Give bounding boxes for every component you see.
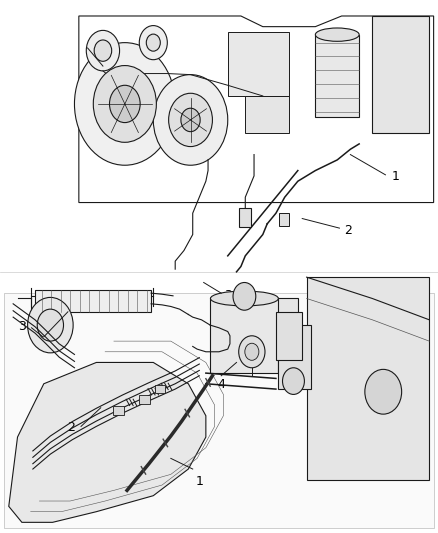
Text: 1: 1 — [195, 475, 203, 488]
Circle shape — [245, 343, 259, 360]
Polygon shape — [9, 362, 206, 522]
Circle shape — [239, 336, 265, 368]
Circle shape — [37, 309, 64, 341]
Circle shape — [283, 368, 304, 394]
Circle shape — [28, 297, 73, 353]
Circle shape — [169, 93, 212, 147]
Bar — [239, 208, 251, 227]
Circle shape — [146, 34, 160, 51]
Bar — [237, 298, 298, 362]
Bar — [155, 385, 165, 393]
Text: 1: 1 — [392, 171, 400, 183]
Bar — [278, 325, 311, 389]
Circle shape — [74, 43, 175, 165]
Bar — [315, 35, 359, 117]
Bar — [276, 312, 302, 360]
Circle shape — [153, 75, 228, 165]
Bar — [228, 32, 289, 96]
Ellipse shape — [211, 291, 279, 306]
Circle shape — [93, 66, 156, 142]
Text: 3: 3 — [18, 320, 26, 333]
Bar — [35, 290, 151, 312]
Bar — [4, 293, 434, 528]
Text: 2: 2 — [344, 224, 352, 237]
Ellipse shape — [315, 28, 359, 42]
Bar — [279, 213, 289, 226]
Text: 5: 5 — [31, 332, 39, 345]
Bar — [210, 298, 278, 373]
Bar — [139, 395, 150, 404]
Circle shape — [233, 282, 256, 310]
Circle shape — [86, 30, 120, 71]
Circle shape — [139, 26, 167, 60]
Text: 4: 4 — [217, 378, 225, 391]
Circle shape — [365, 369, 402, 414]
Circle shape — [94, 40, 112, 61]
Text: 2: 2 — [67, 421, 75, 434]
Circle shape — [181, 108, 200, 132]
Text: 3: 3 — [224, 289, 232, 302]
Bar — [245, 96, 289, 133]
Circle shape — [110, 85, 140, 123]
Bar — [372, 16, 429, 133]
Bar — [307, 277, 429, 480]
Bar — [113, 406, 124, 415]
